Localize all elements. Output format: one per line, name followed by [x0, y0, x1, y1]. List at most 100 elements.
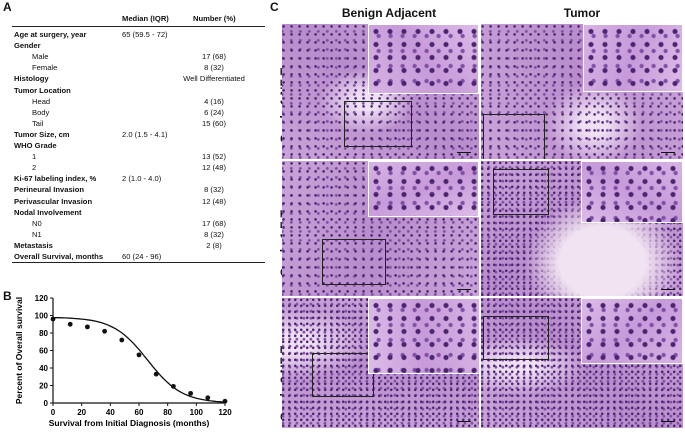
row-label: WHO Grade [14, 141, 57, 150]
table-row: Histology Well Differentiated [14, 73, 266, 84]
row-label: Ki-67 labeling index, % [14, 174, 97, 184]
data-point [119, 337, 125, 343]
data-point [50, 316, 56, 322]
table-row: 1 13 (52) [14, 151, 266, 162]
row-number: 8 (32) [204, 229, 224, 239]
row-number: 13 (52) [201, 152, 227, 162]
magnified-inset [581, 298, 683, 364]
y-tick-label: 120 [35, 294, 49, 303]
x-axis-label: Survival from Initial Diagnosis (months) [49, 418, 210, 428]
row-label: Gender [14, 41, 41, 51]
y-tick-label: 40 [39, 364, 48, 373]
table-row: N0 17 (68) [14, 218, 266, 229]
data-point [102, 328, 107, 334]
y-tick-label: 60 [39, 347, 48, 356]
row-label: 2 [32, 163, 37, 173]
zoom-region-box [493, 169, 549, 215]
row-label: N0 [32, 218, 42, 228]
row-label: Nodal Involvement [14, 207, 82, 217]
scale-bar [457, 421, 471, 422]
magnified-inset [368, 161, 479, 217]
row-label: Female [32, 63, 58, 73]
table-row: Tumor Location [14, 85, 266, 96]
row-label: Metastasis [14, 240, 53, 250]
data-point [85, 324, 90, 330]
survival-chart: 0 20 40 60 80 100 120 0 20 40 60 80 100 120 Survival f… [14, 294, 232, 428]
column-title-tumor: Tumor [563, 6, 601, 20]
data-point [153, 371, 159, 377]
zoom-region-box [483, 316, 549, 360]
row-label: Age at surgery, year [14, 30, 87, 39]
row-median: 65 (59.5 - 72) [122, 30, 168, 39]
x-tick-label: 40 [106, 408, 115, 417]
table-row: 2 12 (48) [14, 162, 266, 173]
row-number: Well Differentiated [183, 74, 245, 84]
x-tick-label: 0 [51, 408, 56, 417]
data-point [222, 398, 228, 404]
panel-label-b: B [3, 289, 12, 303]
row-label: Perivascular Invasion [14, 196, 93, 206]
row-number: 12 (48) [201, 163, 227, 173]
y-tick-label: 100 [35, 312, 49, 321]
table-row: Tail 15 (60) [14, 118, 266, 129]
row-median: 2 (1.0 - 4.0) [122, 174, 162, 184]
table-row: Gender [14, 40, 266, 51]
row-label: Perineural Invasion [14, 185, 85, 195]
y-tick-label: 0 [44, 399, 49, 408]
row-median: 60 (24 - 96) [122, 252, 162, 261]
magnified-inset [583, 24, 683, 92]
row-number: 6 (24) [204, 107, 224, 117]
table-row: Body 6 (24) [14, 107, 266, 118]
magnified-inset [368, 298, 479, 374]
table-row: Age at surgery, year 65 (59.5 - 72) [14, 29, 266, 40]
zoom-region-box [312, 353, 374, 397]
row-number: 4 (16) [204, 96, 224, 106]
data-point [136, 352, 142, 358]
y-tick-label: 20 [39, 382, 48, 391]
data-point [67, 321, 73, 327]
magnified-inset [368, 24, 479, 94]
y-axis-label: Percent of Overall survival [14, 297, 24, 404]
x-tick-label: 120 [218, 408, 232, 417]
panel-label-a: A [3, 0, 12, 14]
row-label: Body [32, 107, 50, 117]
table-row: Male 17 (68) [14, 51, 266, 62]
table-row: WHO Grade [14, 140, 266, 151]
table-row: N1 8 (32) [14, 229, 266, 240]
row-label: Histology [14, 74, 49, 84]
row-label: Tumor Size, cm [14, 129, 70, 139]
histology-image [481, 161, 683, 296]
zoom-region-box [483, 114, 545, 159]
table-row: Tumor Size, cm 2.0 (1.5 - 4.1) [14, 129, 266, 140]
histology-image [282, 24, 479, 159]
row-label: Overall Survival, months [14, 252, 104, 261]
histology-image [481, 24, 683, 159]
table-row: Perivascular Invasion 12 (48) [14, 196, 266, 207]
row-label: Male [32, 52, 49, 62]
column-header-median: Median (IQR) [122, 14, 169, 23]
scale-bar [661, 421, 675, 422]
panel-label-c: C [270, 0, 279, 14]
zoom-region-box [344, 101, 412, 147]
column-header-number: Number (%) [193, 14, 236, 23]
scale-bar [457, 152, 471, 153]
histology-image [282, 161, 479, 296]
row-number: 15 (60) [201, 118, 227, 128]
row-number: 8 (32) [204, 63, 224, 73]
row-number: 8 (32) [204, 185, 224, 195]
row-number: 17 (68) [201, 52, 227, 62]
data-point [188, 390, 194, 396]
zoom-region-box [322, 239, 386, 285]
row-number: 2 (8) [206, 240, 222, 250]
fit-curve [52, 316, 226, 403]
table-row: Ki-67 labeling index, % 2 (1.0 - 4.0) [14, 173, 266, 184]
row-number: 17 (68) [201, 218, 227, 228]
column-title-benign: Benign Adjacent [341, 6, 437, 20]
scale-bar [457, 289, 471, 290]
magnified-inset [581, 161, 683, 223]
table-bottom-rule [12, 262, 265, 263]
table-row: Female 8 (32) [14, 62, 266, 73]
table-row: Metastasis 2 (8) [14, 240, 266, 251]
row-number: 12 (48) [201, 196, 227, 206]
row-label: Head [32, 96, 51, 106]
